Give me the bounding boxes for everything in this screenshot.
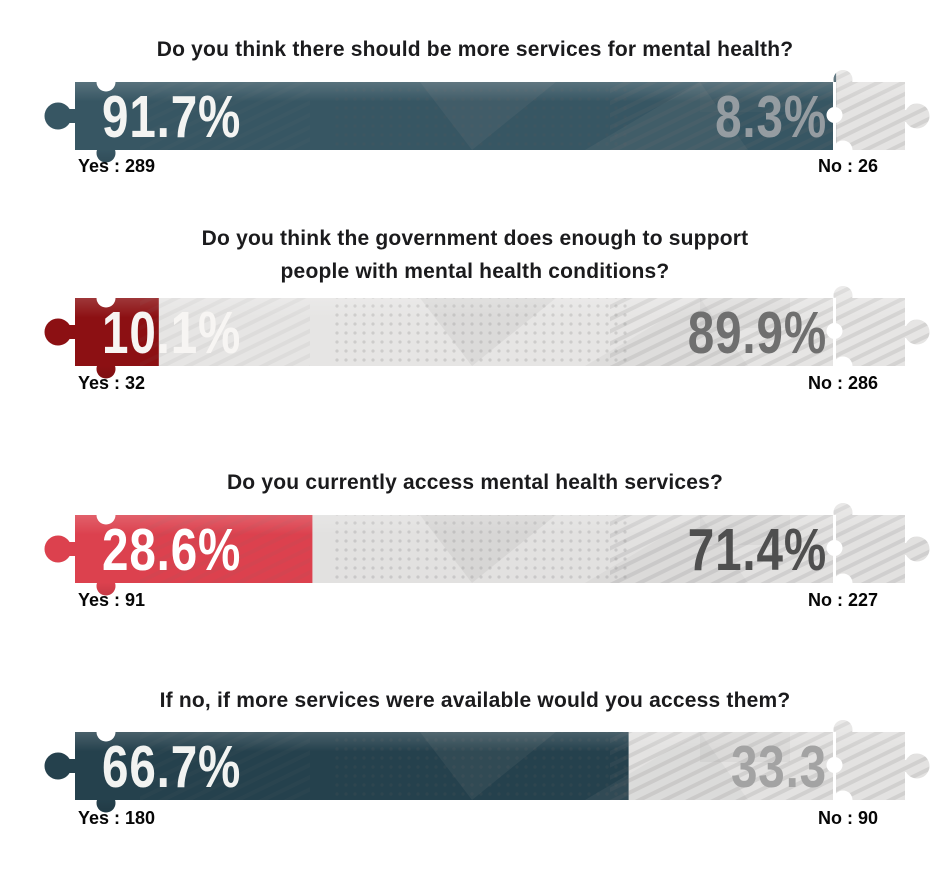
question-title: Do you currently access mental health se… xyxy=(226,471,724,494)
puzzle-joint-cutouts xyxy=(96,722,853,810)
question-title: If no, if more services were available w… xyxy=(159,689,791,712)
no-percent-label: 89.9% xyxy=(688,300,827,366)
question-title: Do you think there should be more servic… xyxy=(156,38,794,61)
puzzle-bar-svg: 28.6% 71.4% xyxy=(44,503,930,596)
yes-count-label: Yes : 289 xyxy=(78,156,156,176)
puzzle-bar-svg: 91.7% 8.3% xyxy=(44,70,930,163)
yes-percent-label: 28.6% xyxy=(102,517,241,583)
puzzle-bar-row-3: 28.6% 71.4% xyxy=(0,501,950,597)
yes-percent-label: 66.7% xyxy=(102,734,241,800)
bar-labels: Yes : 289 No : 26 xyxy=(78,156,878,177)
question-title: Do you think the government does enough … xyxy=(201,227,749,283)
puzzle-joint-cutouts xyxy=(96,505,853,593)
no-count-label: No : 90 xyxy=(817,808,878,828)
no-count-label: No : 26 xyxy=(817,156,878,176)
no-percent-label: 33.3 xyxy=(731,734,827,800)
no-percent-label: 8.3% xyxy=(715,84,827,150)
puzzle-bar-row-1: 91.7% 8.3% xyxy=(0,68,950,164)
puzzle-bar-row-4: 66.7% 33.3 xyxy=(0,718,950,814)
bar-labels: Yes : 91 No : 227 xyxy=(78,590,878,611)
yes-percent-label: 10.1% xyxy=(102,300,241,366)
puzzle-bar-svg: 66.7% 33.3 xyxy=(44,720,930,813)
puzzle-joint-cutouts xyxy=(96,72,853,160)
yes-count-label: Yes : 32 xyxy=(78,373,146,393)
yes-count-label: Yes : 180 xyxy=(78,808,156,828)
bar-labels: Yes : 180 No : 90 xyxy=(78,808,878,829)
bar-labels: Yes : 32 No : 286 xyxy=(78,373,878,394)
puzzle-joint-cutouts xyxy=(96,288,853,376)
puzzle-bar-row-2: 10.1% 89.9% xyxy=(0,284,950,380)
puzzle-bar-svg: 10.1% 89.9% xyxy=(44,286,930,379)
no-count-label: No : 286 xyxy=(807,373,878,393)
yes-percent-label: 91.7% xyxy=(102,84,241,150)
yes-count-label: Yes : 91 xyxy=(78,590,146,610)
no-percent-label: 71.4% xyxy=(688,517,827,583)
no-count-label: No : 227 xyxy=(807,590,878,610)
